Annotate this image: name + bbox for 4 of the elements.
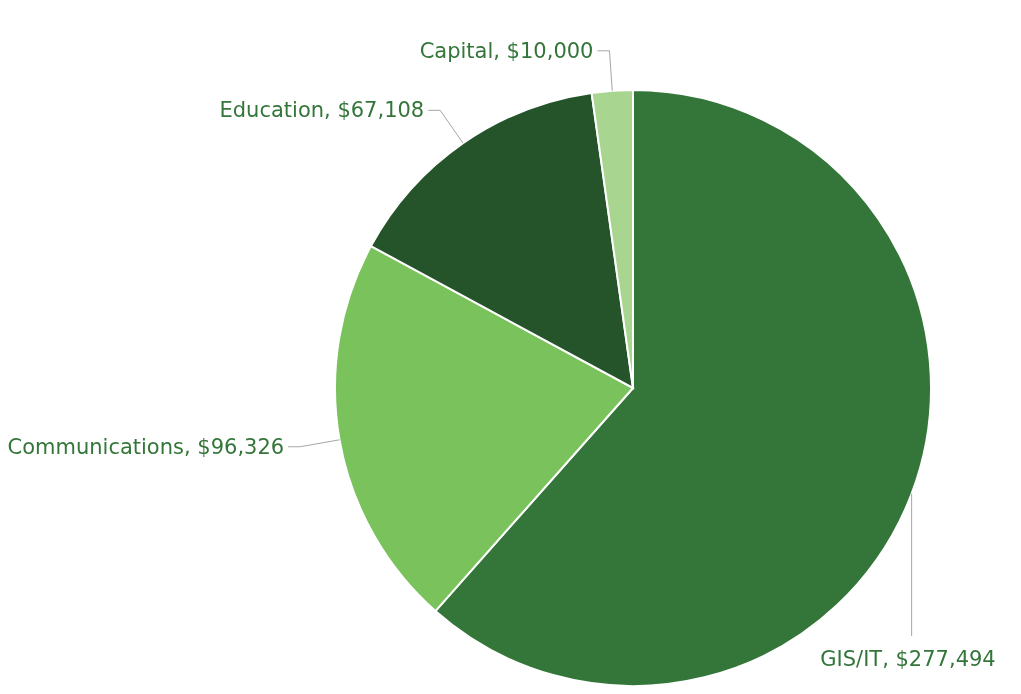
slice-label: Education, $67,108 [219, 98, 425, 123]
slice-label: GIS/IT, $277,494 [820, 647, 996, 671]
slice-label: Capital, $10,000 [419, 38, 594, 63]
slice-label: Communications, $96,326 [7, 434, 285, 459]
